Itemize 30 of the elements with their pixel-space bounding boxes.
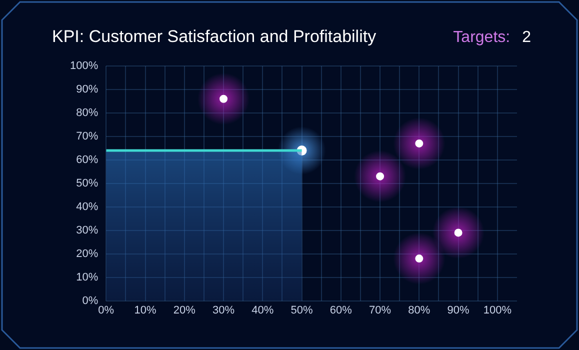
x-tick-label: 0% bbox=[98, 304, 114, 316]
text: 2 bbox=[522, 29, 531, 46]
x-tick-label: 40% bbox=[252, 304, 274, 316]
x-tick-label: 20% bbox=[173, 304, 196, 316]
x-tick-label: 90% bbox=[447, 304, 470, 316]
y-tick-label: 100% bbox=[70, 60, 98, 72]
text: Targets: bbox=[453, 29, 510, 46]
x-tick-label: 100% bbox=[483, 304, 512, 316]
point bbox=[198, 72, 250, 125]
x-tick-label: 60% bbox=[330, 304, 352, 316]
x-tick-label: 70% bbox=[369, 304, 392, 316]
x-tick-label: 50% bbox=[290, 304, 314, 316]
point bbox=[354, 150, 406, 202]
y-tick-label: 20% bbox=[76, 248, 98, 260]
chart-title: KPI: Customer Satisfaction and Profitability bbox=[52, 27, 376, 47]
y-tick-label: 40% bbox=[76, 200, 98, 213]
y-tick-label: 80% bbox=[76, 106, 98, 119]
y-tick-label: 50% bbox=[76, 177, 98, 190]
y-tick-label: 30% bbox=[76, 224, 98, 236]
x-tick-label: 10% bbox=[134, 304, 156, 316]
y-tick-label: 10% bbox=[76, 271, 98, 284]
y-tick-label: 0% bbox=[82, 294, 98, 307]
y-tick-label: 60% bbox=[76, 154, 98, 166]
x-tick-label: 30% bbox=[212, 304, 235, 316]
y-tick-label: 90% bbox=[76, 84, 98, 96]
x-tick-label: 80% bbox=[408, 304, 430, 316]
point bbox=[393, 232, 446, 285]
point bbox=[432, 206, 484, 259]
point bbox=[393, 117, 446, 170]
y-tick-label: 70% bbox=[76, 130, 98, 142]
